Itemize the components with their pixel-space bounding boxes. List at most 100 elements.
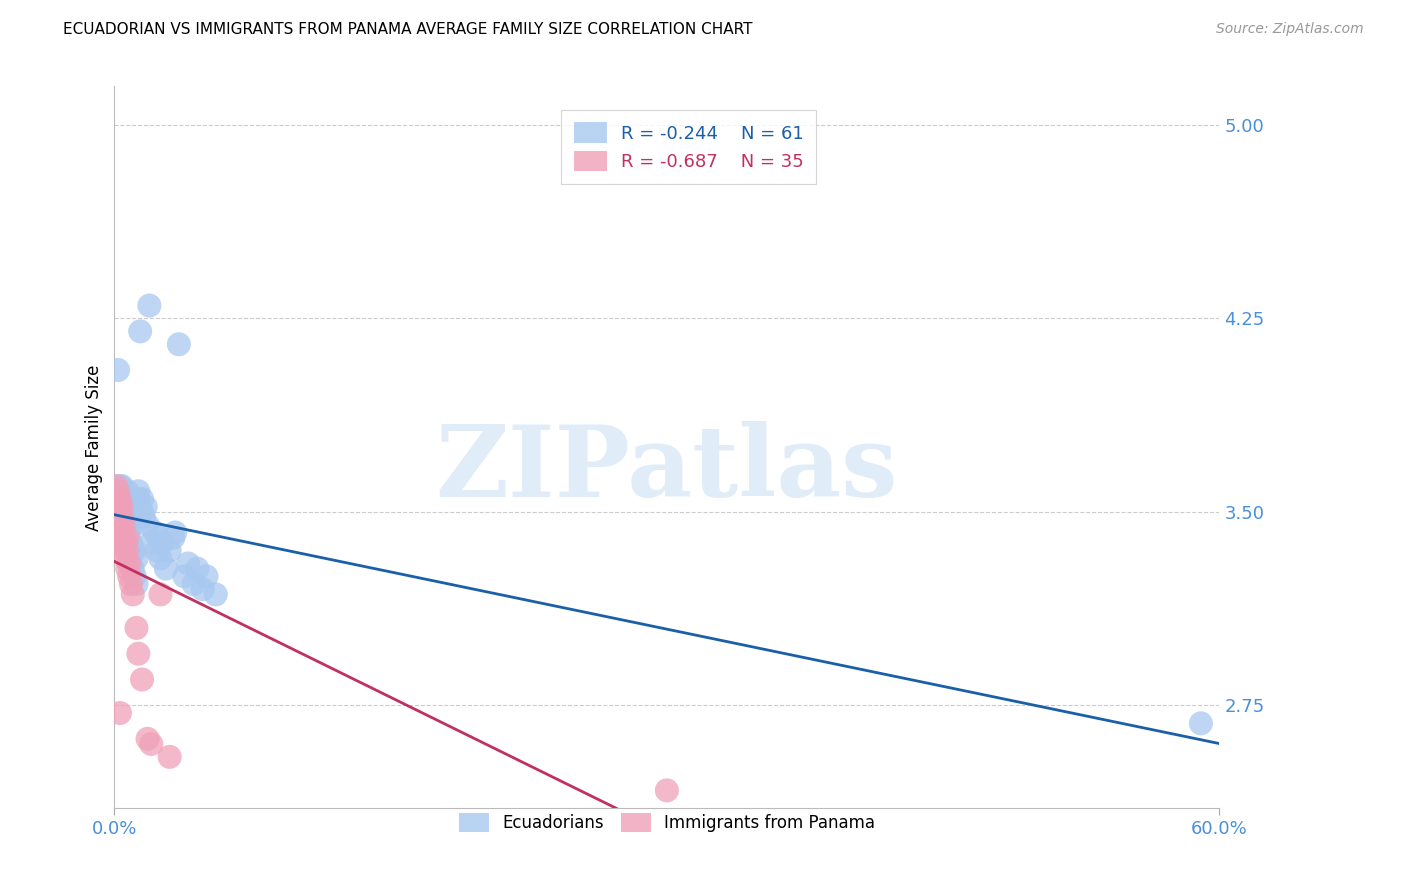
- Point: [121, 517, 143, 532]
- Point: [129, 324, 152, 338]
- Point: [120, 536, 142, 550]
- Point: [108, 517, 131, 532]
- Point: [127, 491, 149, 506]
- Point: [105, 491, 128, 506]
- Text: ZIPatlas: ZIPatlas: [436, 420, 898, 517]
- Point: [114, 505, 136, 519]
- Point: [107, 484, 129, 499]
- Point: [107, 491, 129, 506]
- Point: [173, 569, 195, 583]
- Text: Source: ZipAtlas.com: Source: ZipAtlas.com: [1216, 22, 1364, 37]
- Point: [127, 484, 149, 499]
- Point: [148, 531, 170, 545]
- Point: [120, 577, 142, 591]
- Point: [111, 510, 134, 524]
- Point: [107, 505, 129, 519]
- Point: [120, 557, 142, 571]
- Point: [136, 731, 159, 746]
- Point: [114, 536, 136, 550]
- Point: [131, 491, 153, 506]
- Point: [111, 500, 134, 514]
- Point: [155, 561, 177, 575]
- Point: [149, 551, 172, 566]
- Point: [177, 557, 200, 571]
- Point: [141, 536, 163, 550]
- Point: [132, 510, 155, 524]
- Point: [107, 500, 129, 514]
- Point: [121, 587, 143, 601]
- Point: [117, 543, 139, 558]
- Point: [1189, 716, 1212, 731]
- Point: [105, 491, 128, 506]
- Point: [118, 569, 141, 583]
- Point: [159, 750, 181, 764]
- Point: [108, 484, 131, 499]
- Point: [117, 531, 139, 545]
- Point: [165, 525, 187, 540]
- Point: [105, 479, 128, 493]
- Point: [150, 536, 173, 550]
- Point: [183, 577, 205, 591]
- Point: [121, 561, 143, 575]
- Point: [111, 536, 134, 550]
- Point: [107, 510, 129, 524]
- Point: [117, 484, 139, 499]
- Point: [108, 505, 131, 519]
- Point: [124, 569, 146, 583]
- Text: ECUADORIAN VS IMMIGRANTS FROM PANAMA AVERAGE FAMILY SIZE CORRELATION CHART: ECUADORIAN VS IMMIGRANTS FROM PANAMA AVE…: [63, 22, 752, 37]
- Point: [118, 531, 141, 545]
- Point: [118, 557, 141, 571]
- Point: [191, 582, 214, 597]
- Point: [107, 363, 129, 377]
- Point: [108, 500, 131, 514]
- Point: [121, 543, 143, 558]
- Point: [135, 500, 157, 514]
- Point: [111, 525, 134, 540]
- Point: [125, 621, 148, 635]
- Point: [117, 561, 139, 575]
- Point: [159, 543, 181, 558]
- Point: [108, 706, 131, 720]
- Point: [112, 491, 135, 506]
- Point: [111, 505, 134, 519]
- Point: [112, 510, 135, 524]
- Point: [138, 299, 160, 313]
- Point: [114, 491, 136, 506]
- Point: [125, 551, 148, 566]
- Point: [131, 505, 153, 519]
- Point: [141, 737, 163, 751]
- Point: [167, 337, 190, 351]
- Point: [143, 525, 166, 540]
- Point: [118, 510, 141, 524]
- Point: [117, 543, 139, 558]
- Point: [111, 491, 134, 506]
- Point: [114, 517, 136, 532]
- Point: [125, 577, 148, 591]
- Point: [655, 783, 678, 797]
- Point: [108, 491, 131, 506]
- Point: [124, 543, 146, 558]
- Point: [162, 531, 184, 545]
- Point: [112, 531, 135, 545]
- Point: [112, 531, 135, 545]
- Point: [204, 587, 226, 601]
- Point: [195, 569, 218, 583]
- Point: [114, 551, 136, 566]
- Point: [111, 525, 134, 540]
- Y-axis label: Average Family Size: Average Family Size: [86, 364, 103, 531]
- Point: [149, 587, 172, 601]
- Point: [127, 647, 149, 661]
- Point: [136, 517, 159, 532]
- Point: [114, 536, 136, 550]
- Point: [111, 479, 134, 493]
- Point: [145, 543, 167, 558]
- Point: [112, 543, 135, 558]
- Point: [131, 673, 153, 687]
- Point: [108, 479, 131, 493]
- Point: [186, 561, 208, 575]
- Point: [108, 525, 131, 540]
- Legend: Ecuadorians, Immigrants from Panama: Ecuadorians, Immigrants from Panama: [447, 801, 887, 844]
- Point: [108, 491, 131, 506]
- Point: [112, 517, 135, 532]
- Point: [118, 551, 141, 566]
